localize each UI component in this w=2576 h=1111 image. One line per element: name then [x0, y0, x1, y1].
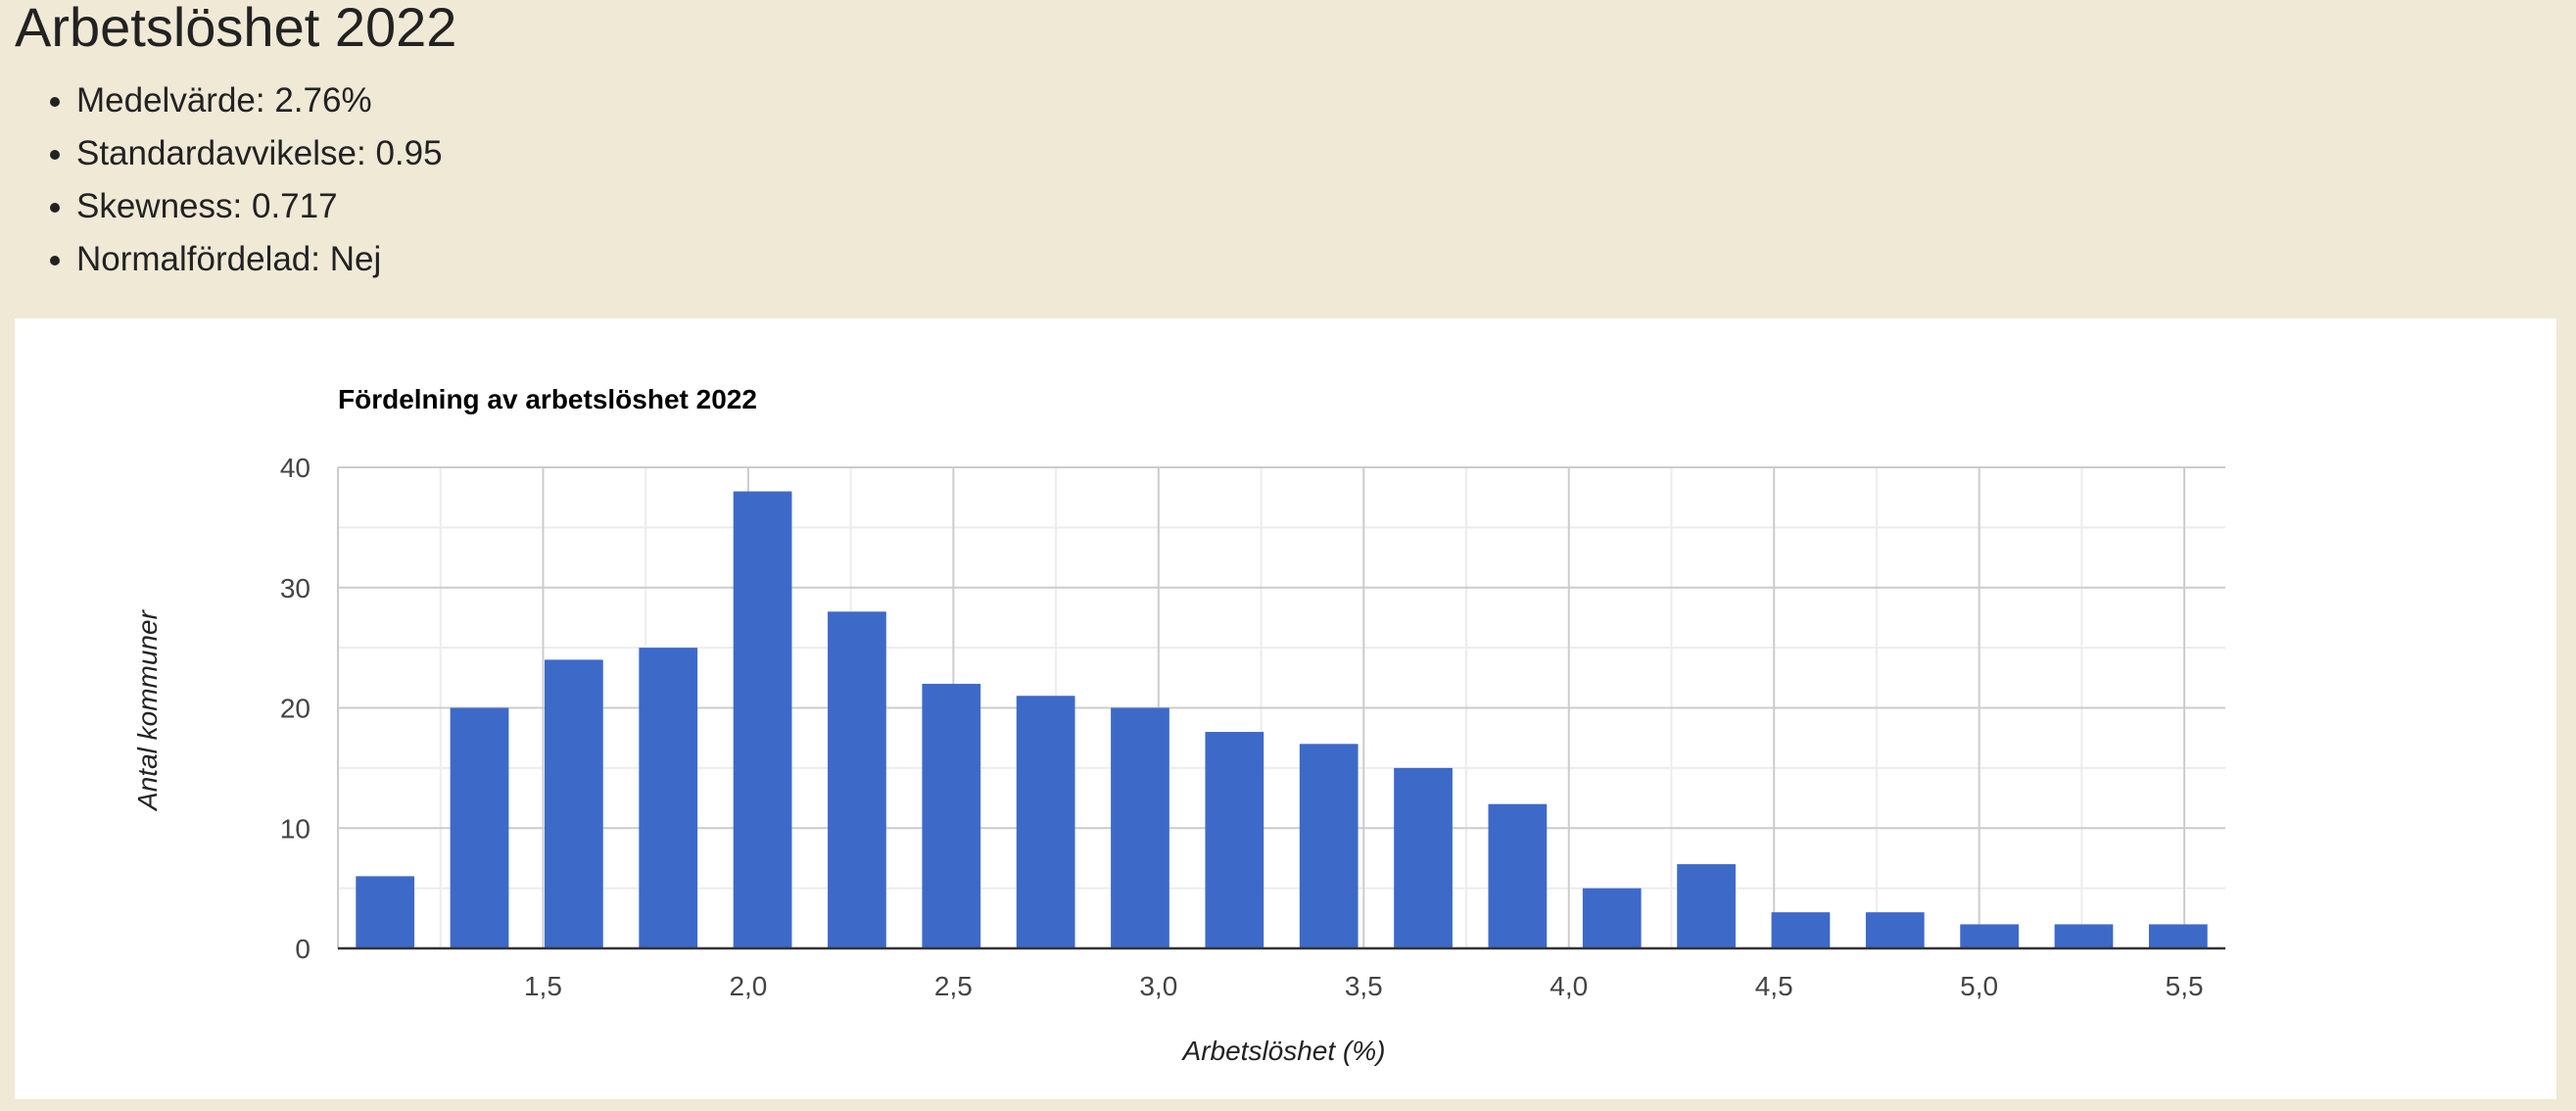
stat-label: Normalfördelad [76, 240, 311, 278]
stat-value: 0.717 [251, 187, 338, 225]
stat-item-mean: Medelvärde: 2.76% [76, 74, 443, 127]
histogram-bar[interactable] [450, 707, 509, 949]
x-tick-label: 2,0 [729, 971, 767, 1001]
x-axis-title: Arbetslöshet (%) [1181, 1036, 1386, 1066]
histogram-bar[interactable] [1582, 888, 1642, 948]
histogram-bar[interactable] [922, 683, 981, 948]
histogram-bar[interactable] [1960, 924, 2019, 948]
y-tick-label: 0 [295, 934, 310, 964]
stat-label: Skewness [76, 187, 233, 225]
histogram-bar[interactable] [2148, 924, 2208, 948]
x-tick-label: 3,0 [1139, 971, 1177, 1001]
histogram-bar[interactable] [1677, 864, 1736, 948]
chart-card: Fördelning av arbetslöshet 2022 0 10 20 30 4… [15, 318, 2556, 1099]
stat-label: Medelvärde [76, 81, 256, 120]
x-tick-label: 5,5 [2166, 971, 2204, 1001]
y-tick-label: 10 [280, 813, 310, 844]
histogram-chart: Fördelning av arbetslöshet 2022 0 10 20 30 4… [132, 384, 2225, 1066]
x-tick-label: 4,5 [1755, 971, 1793, 1001]
stat-value: 2.76% [274, 81, 372, 120]
y-tick-label: 30 [280, 573, 310, 604]
stat-label: Standardavvikelse [76, 134, 357, 172]
stat-item-normal: Normalfördelad: Nej [76, 233, 443, 286]
grid-layer [337, 466, 2225, 948]
histogram-bar[interactable] [1205, 732, 1264, 948]
bar-layer [356, 491, 2208, 949]
histogram-bar[interactable] [1771, 912, 1831, 948]
x-tick-label: 3,5 [1345, 971, 1383, 1001]
histogram-bar[interactable] [1394, 767, 1453, 948]
histogram-bar[interactable] [1865, 912, 1925, 948]
stat-value: Nej [329, 240, 382, 278]
page-title: Arbetslöshet 2022 [15, 0, 457, 58]
x-tick-label: 1,5 [524, 971, 562, 1001]
y-axis-title: Antal kommuner [132, 608, 163, 812]
histogram-bar[interactable] [733, 491, 792, 948]
histogram-bar[interactable] [639, 648, 698, 948]
chart-title: Fördelning av arbetslöshet 2022 [338, 384, 757, 414]
histogram-bar[interactable] [545, 659, 603, 948]
stat-item-stddev: Standardavvikelse: 0.95 [76, 127, 443, 180]
histogram-bar[interactable] [1111, 707, 1169, 949]
histogram-bar[interactable] [828, 611, 886, 948]
x-tick-label: 4,0 [1550, 971, 1588, 1001]
histogram-bar[interactable] [1488, 803, 1548, 948]
histogram-bar[interactable] [2054, 924, 2114, 948]
histogram-bar[interactable] [356, 876, 415, 948]
x-tick-label: 5,0 [1960, 971, 1998, 1001]
axis-layer: 0 10 20 30 40 1,5 2,0 2,5 3,0 3,5 4,0 4,5 5,0 5,5 [280, 453, 2225, 1001]
stat-item-skewness: Skewness: 0.717 [76, 180, 443, 233]
x-tick-label: 2,5 [934, 971, 973, 1001]
histogram-bar[interactable] [1299, 744, 1359, 948]
y-tick-label: 20 [280, 694, 310, 724]
y-tick-label: 40 [280, 453, 310, 483]
histogram-bar[interactable] [1016, 696, 1075, 948]
stat-value: 0.95 [375, 134, 443, 172]
stats-list: Medelvärde: 2.76% Standardavvikelse: 0.9… [0, 74, 443, 286]
